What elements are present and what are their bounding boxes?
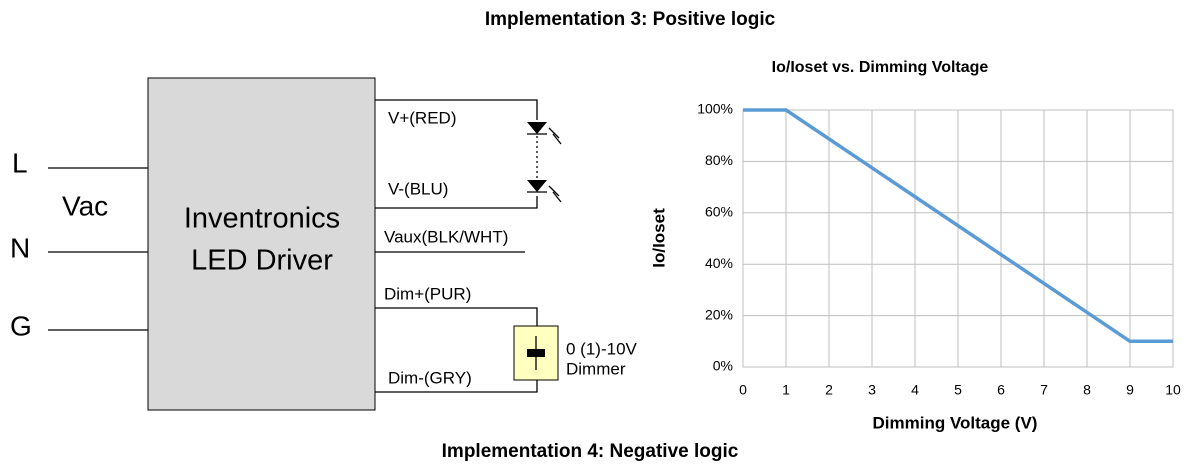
input-wires xyxy=(48,167,148,331)
y-tick-label: 80% xyxy=(705,152,733,168)
x-tick-label: 5 xyxy=(954,382,962,398)
wire-label: Dim+(PUR) xyxy=(384,284,471,303)
x-tick-label: 4 xyxy=(911,382,919,398)
x-tick-label: 0 xyxy=(739,382,747,398)
y-tick-label: 100% xyxy=(697,101,733,117)
input-label: N xyxy=(10,232,30,263)
wire-label: V+(RED) xyxy=(388,108,456,127)
wire-label: Vaux(BLK/WHT) xyxy=(384,227,508,246)
input-label: L xyxy=(12,147,28,178)
dimmer-label: Dimmer xyxy=(566,359,626,378)
data-line xyxy=(743,108,1173,344)
wire-label: Dim-(GRY) xyxy=(388,368,472,387)
x-tick-label: 9 xyxy=(1126,382,1134,398)
x-tick-label: 3 xyxy=(868,382,876,398)
y-axis-label: Io/Ioset xyxy=(649,208,668,268)
driver-label: LED Driver xyxy=(191,245,333,277)
driver-box xyxy=(147,77,376,411)
y-tick-label: 0% xyxy=(713,358,733,374)
x-tick-label: 7 xyxy=(1040,382,1048,398)
x-tick-label: 10 xyxy=(1165,382,1181,398)
chart: Io/Ioset vs. Dimming Voltage Dimming Vol… xyxy=(649,59,1181,432)
output-wires xyxy=(375,99,538,393)
led-rays xyxy=(548,127,562,203)
led-bar xyxy=(527,133,547,193)
x-axis-label: Dimming Voltage (V) xyxy=(873,413,1038,432)
wire-label: V-(BLU) xyxy=(388,179,448,198)
chart-title: Io/Ioset vs. Dimming Voltage xyxy=(772,59,989,76)
diagram: Inventronics LED Driver L Vac N G V+(RED… xyxy=(10,77,638,411)
dimmer-label: 0 (1)-10V xyxy=(566,339,638,358)
x-tick-label: 8 xyxy=(1083,382,1091,398)
dimmer-knob xyxy=(527,349,545,357)
input-label: Vac xyxy=(62,190,108,221)
x-tick-label: 6 xyxy=(997,382,1005,398)
y-tick-label: 20% xyxy=(705,306,733,322)
x-tick-label: 1 xyxy=(782,382,790,398)
y-tick-label: 40% xyxy=(705,255,733,271)
x-tick-label: 2 xyxy=(825,382,833,398)
footer-title: Implementation 4: Negative logic xyxy=(442,441,739,462)
input-label: G xyxy=(10,310,32,341)
y-tick-label: 60% xyxy=(705,204,733,220)
title: Implementation 3: Positive logic xyxy=(485,9,776,30)
driver-label: Inventronics xyxy=(184,203,340,235)
plot-frame xyxy=(742,109,1174,368)
